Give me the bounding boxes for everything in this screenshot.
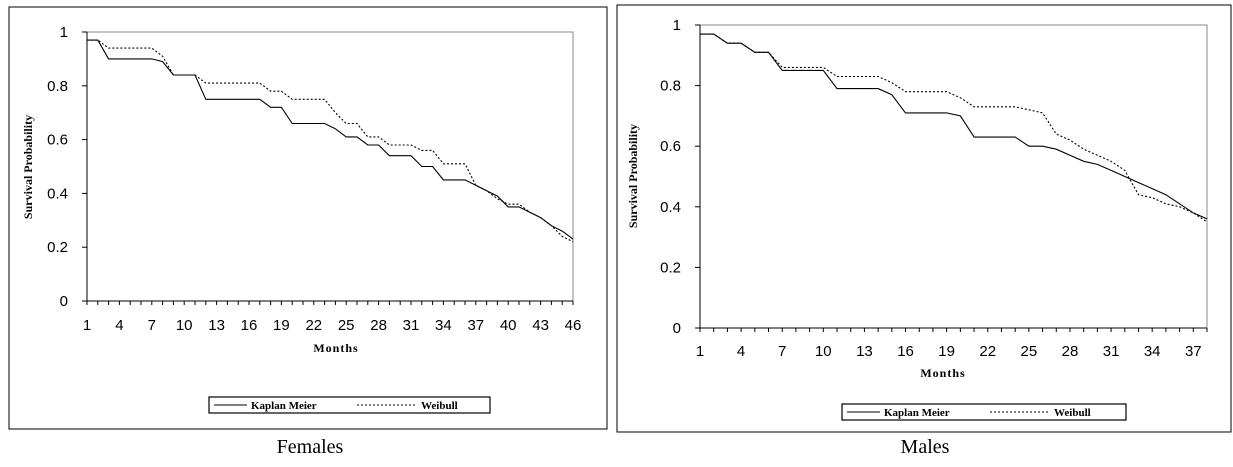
- c0-series-kaplan-meier-line: [87, 39, 574, 240]
- c0-x-tick-label: 7: [148, 317, 156, 334]
- c0-plot-area: [86, 31, 574, 302]
- c0-y-tick-label: 1: [60, 24, 68, 41]
- c1-x-tick-label: 16: [897, 343, 914, 360]
- c1-plot-area: [699, 24, 1208, 329]
- c0-y-tick-label: 0.8: [47, 78, 68, 95]
- c0-x-tick-label: 10: [176, 317, 193, 334]
- c0-x-tick-label: 16: [241, 317, 258, 334]
- c1-y-axis-title: Survival Probability: [626, 124, 640, 228]
- c1-y-tick-label: 0.4: [660, 199, 681, 216]
- c1-legend-kaplan-meier-label: Kaplan Meier: [884, 407, 950, 419]
- c0-x-tick-label: 34: [435, 317, 452, 334]
- c0-legend-box: [208, 396, 491, 414]
- c0-x-tick-label: 13: [208, 317, 225, 334]
- c1-x-tick-label: 28: [1062, 343, 1079, 360]
- c1-x-tick-label: 10: [815, 343, 832, 360]
- c0-y-tick-label: 0.6: [47, 132, 68, 149]
- c0-x-tick-label: 40: [500, 317, 517, 334]
- c1-x-tick-label: 1: [696, 343, 704, 360]
- c1-legend: Kaplan Meier Weibull: [841, 403, 1127, 421]
- c0-x-tick-label: 4: [115, 317, 123, 334]
- c1-x-tick-label: 4: [737, 343, 745, 360]
- c1-x-axis-title: Months: [920, 366, 965, 380]
- c0-legend-weibull-label: Weibull: [421, 400, 458, 412]
- c0-x-tick-label: 46: [565, 317, 582, 334]
- c0-series-weibull-line: [87, 39, 574, 243]
- c0-legend-kaplan-meier-label: Kaplan Meier: [251, 400, 317, 412]
- males-caption: Males: [900, 436, 950, 458]
- c1-x-tick-label: 34: [1144, 343, 1161, 360]
- c1-x-tick-label: 31: [1103, 343, 1120, 360]
- c1-x-tick-label: 19: [938, 343, 955, 360]
- c0-x-tick-label: 22: [305, 317, 322, 334]
- c1-x-tick-label: 13: [856, 343, 873, 360]
- c0-y-axis-title: Survival Probability: [21, 115, 35, 219]
- c0-chart-frame: [8, 6, 608, 430]
- c1-legend-box: [841, 403, 1127, 421]
- c1-x-tick-label: 22: [979, 343, 996, 360]
- c1-x-tick-label: 25: [1021, 343, 1038, 360]
- c1-x-tick-label: 37: [1185, 343, 1202, 360]
- c1-y-tick-label: 0: [673, 320, 681, 337]
- c0-x-tick-label: 1: [83, 317, 91, 334]
- c0-y-tick-label: 0.2: [47, 239, 68, 256]
- c0-x-tick-label: 31: [403, 317, 420, 334]
- c0-y-tick-label: 0.4: [47, 185, 68, 202]
- c1-chart-frame: [616, 4, 1232, 433]
- c0-x-tick-label: 37: [467, 317, 484, 334]
- c0-x-tick-label: 43: [532, 317, 549, 334]
- c1-legend-weibull-label: Weibull: [1054, 407, 1091, 419]
- c1-y-tick-label: 0.2: [660, 259, 681, 276]
- c1-y-tick-label: 0.8: [660, 78, 681, 95]
- c1-series-kaplan-meier-line: [700, 33, 1208, 220]
- c1-y-tick-label: 0.6: [660, 138, 681, 155]
- c0-x-tick-label: 25: [338, 317, 355, 334]
- c1-y-tick-label: 1: [673, 17, 681, 34]
- females-caption: Females: [276, 436, 344, 458]
- c0-x-axis-title: Months: [313, 341, 358, 355]
- c0-x-tick-label: 28: [370, 317, 387, 334]
- c0-y-tick-label: 0: [60, 293, 68, 310]
- c0-legend: Kaplan Meier Weibull: [208, 396, 491, 414]
- c0-x-tick-label: 19: [273, 317, 290, 334]
- c1-series-weibull-line: [700, 33, 1208, 223]
- c1-x-tick-label: 7: [778, 343, 786, 360]
